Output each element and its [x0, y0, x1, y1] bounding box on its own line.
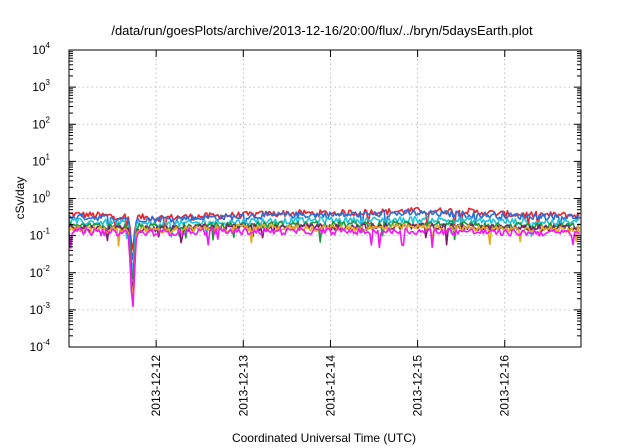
- series-line: [68, 223, 581, 303]
- y-axis-ticks: 10-4 10-3 10-2 10-1 100 101 102 103 104: [30, 41, 581, 354]
- x-tick-label: 2013-12-15: [411, 355, 425, 417]
- grid-lines: [69, 50, 581, 347]
- x-tick-label: 2013-12-12: [149, 355, 163, 417]
- chart-title: /data/run/goesPlots/archive/2013-12-16/2…: [111, 23, 533, 38]
- x-axis-ticks: 2013-12-12 2013-12-13 2013-12-14 2013-12-15…: [149, 50, 512, 416]
- series-line: [68, 209, 580, 261]
- y-tick-label: 100: [32, 190, 50, 206]
- y-tick-label: 10-2: [30, 264, 51, 280]
- y-tick-label: 103: [32, 78, 50, 94]
- y-tick-label: 101: [32, 152, 50, 168]
- x-tick-label: 2013-12-14: [323, 355, 337, 417]
- y-tick-label: 102: [32, 115, 50, 131]
- y-tick-label: 104: [32, 41, 50, 57]
- y-tick-label: 10-4: [30, 338, 51, 354]
- y-tick-label: 10-1: [30, 227, 51, 243]
- x-tick-label: 2013-12-13: [236, 355, 250, 417]
- series-line: [68, 215, 580, 273]
- series-line: [68, 227, 581, 308]
- series-group: [68, 206, 581, 308]
- x-axis-label: Coordinated Universal Time (UTC): [232, 431, 416, 445]
- y-tick-label: 10-3: [30, 301, 51, 317]
- x-tick-label: 2013-12-16: [498, 355, 512, 417]
- y-axis-label: cSv/day: [13, 177, 27, 220]
